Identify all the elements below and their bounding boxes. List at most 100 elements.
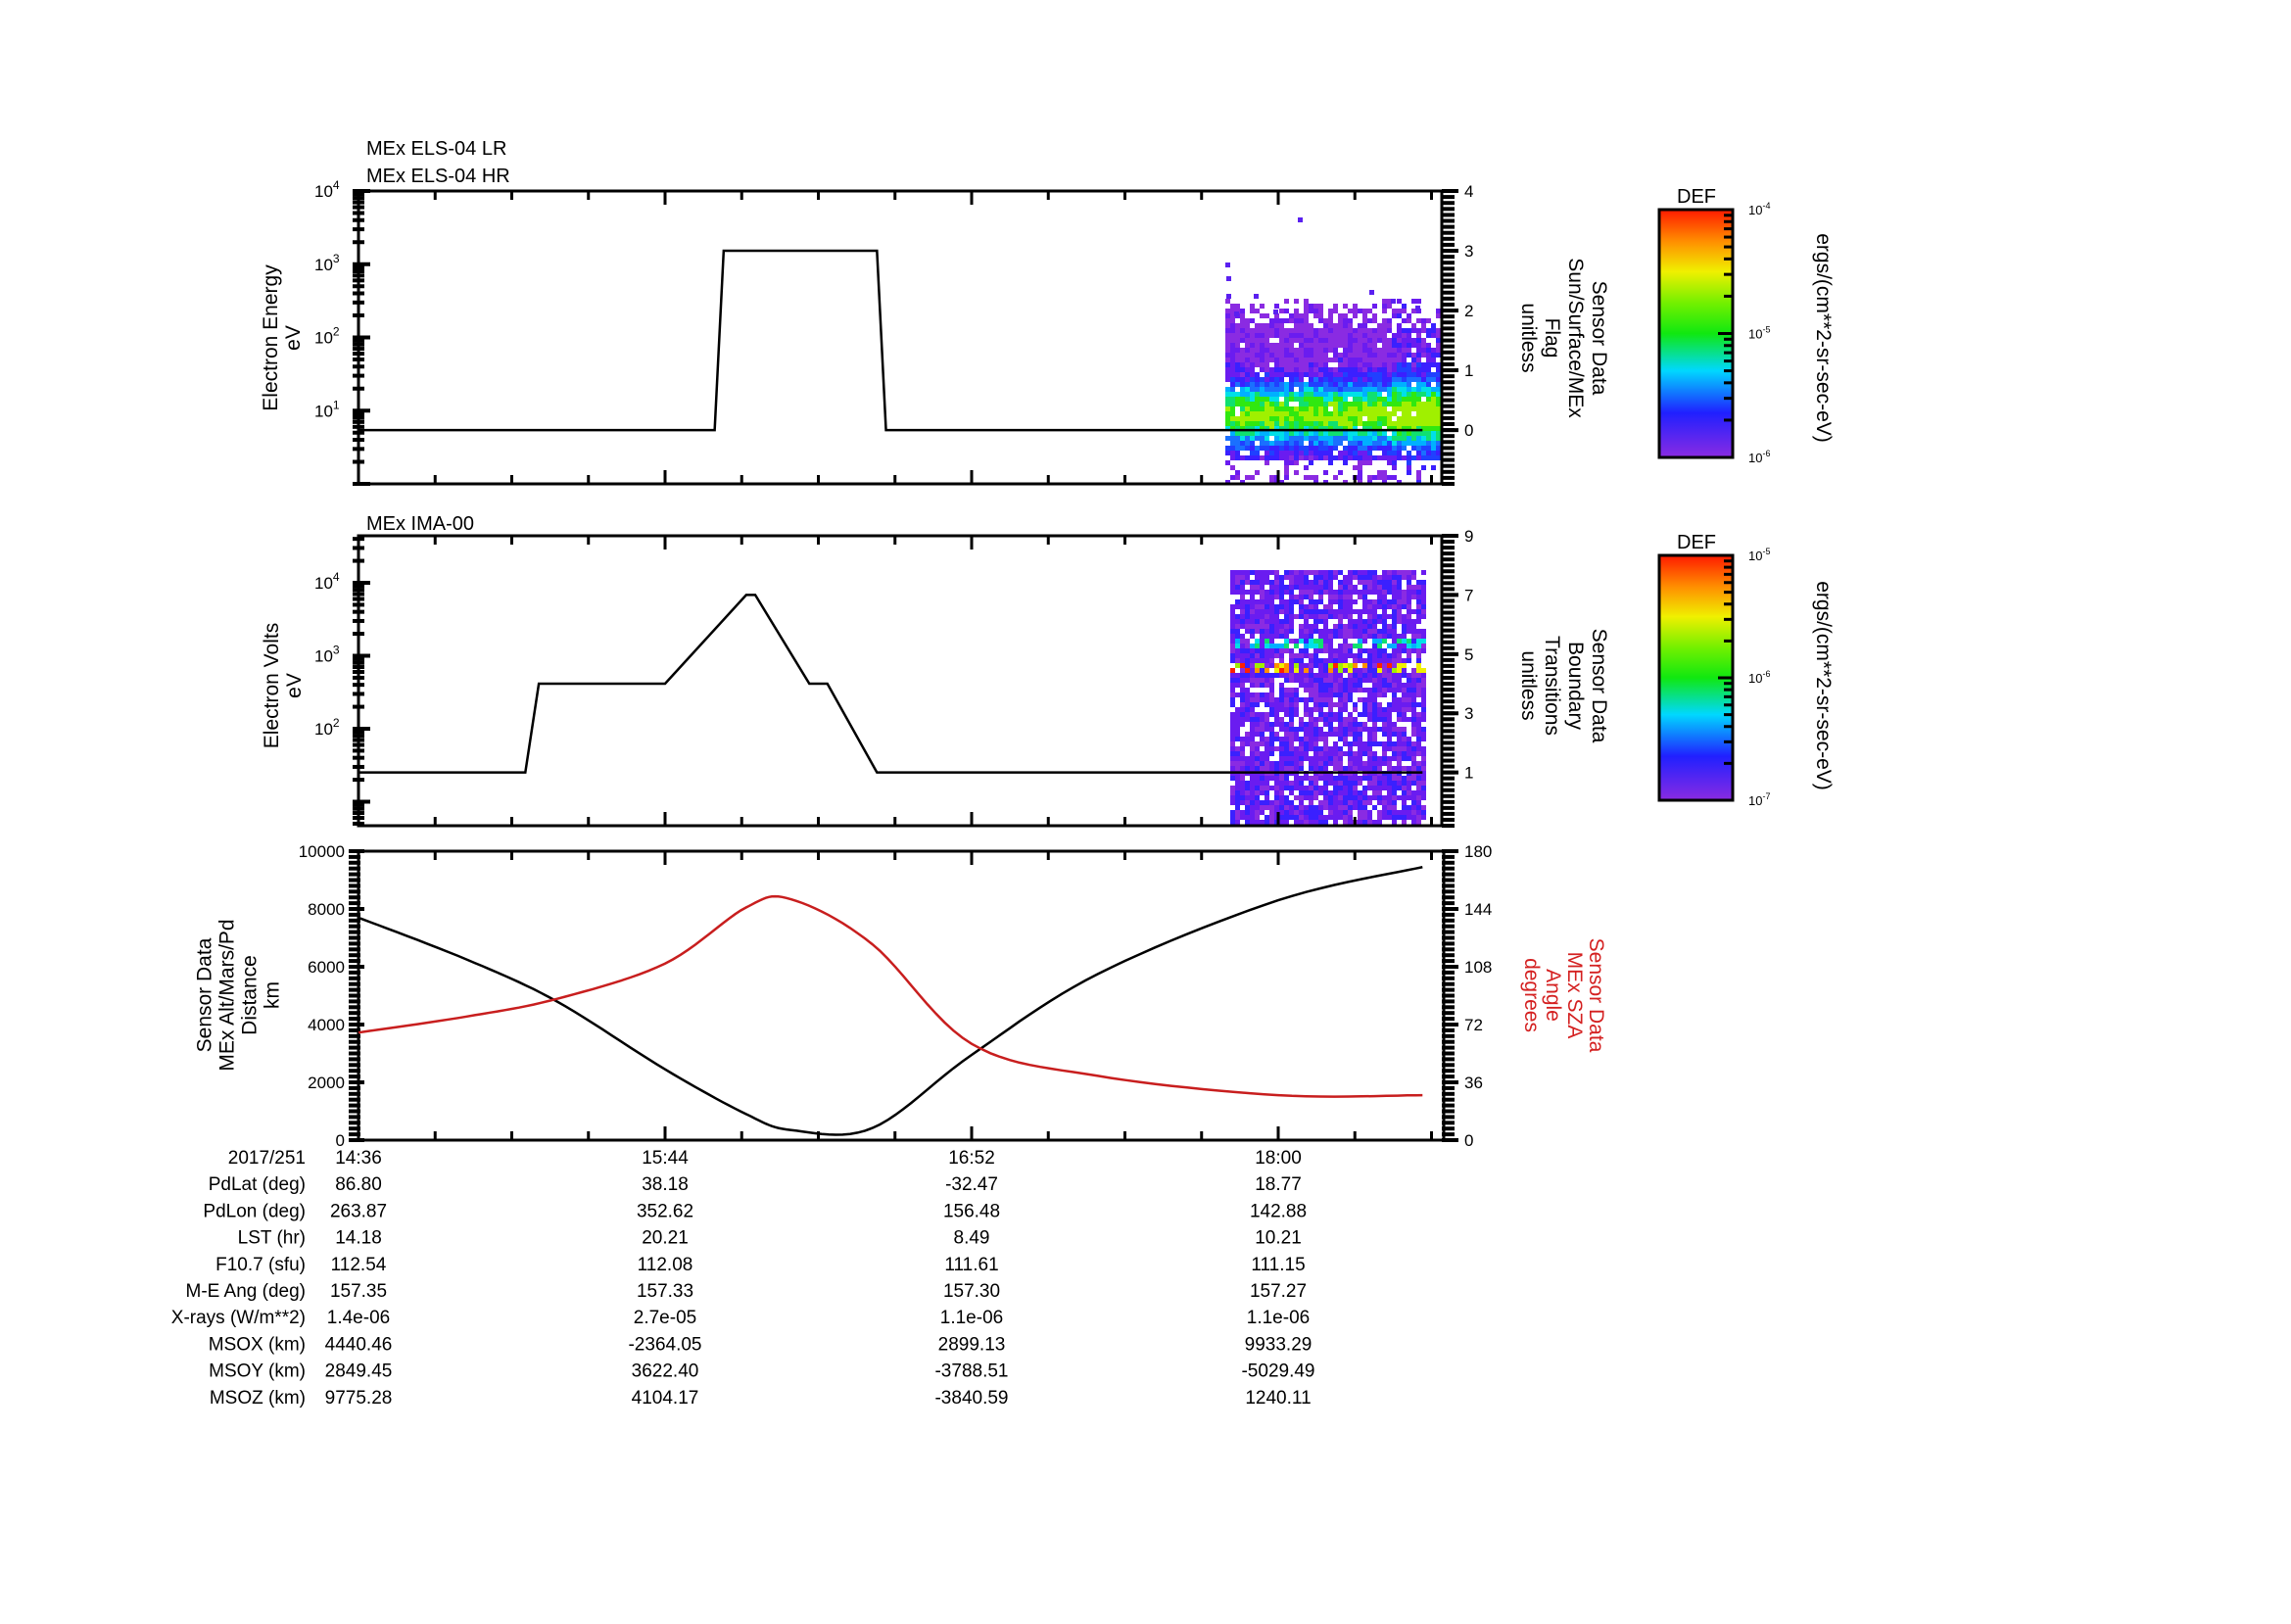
- ephemeris-cell: -2364.05: [628, 1334, 701, 1355]
- axis-label-line: Sensor Data: [194, 937, 216, 1052]
- ephemeris-cell: 18.77: [1255, 1174, 1302, 1195]
- els-flag-line: [358, 249, 1423, 432]
- ephemeris-cell: 1240.11: [1245, 1388, 1311, 1409]
- ephemeris-cell: 2899.13: [938, 1334, 1006, 1355]
- ephemeris-cell: 156.48: [943, 1201, 1000, 1221]
- axis-label-line: MEx Alt/Mars/Pd: [216, 919, 239, 1071]
- els-spectrogram: [1225, 217, 1441, 485]
- axis-label-line: Transitions: [1541, 636, 1563, 736]
- ima-colorbar: DEF 10-5 10-6 10-7 ergs/(cm**2-sr-sec-eV): [1657, 532, 1835, 808]
- ephemeris-cell: 1.1e-06: [940, 1308, 1003, 1328]
- ephemeris-cell: 112.54: [331, 1255, 387, 1275]
- time-tick-label: 14:36: [335, 1148, 382, 1169]
- ephemeris-row-label: F10.7 (sfu): [215, 1255, 306, 1275]
- y2-tick-label: 36: [1464, 1074, 1483, 1092]
- axis-label-line: Sensor Data: [1588, 281, 1610, 396]
- ephemeris-cell: 4440.46: [325, 1334, 393, 1355]
- y-tick-label: 104: [314, 178, 340, 201]
- colorbar-tick-label: 10-7: [1748, 791, 1770, 808]
- ima-ylabel: Electron Volts: [261, 623, 283, 748]
- colorbar-title: DEF: [1677, 532, 1716, 553]
- y2-tick-label: 5: [1464, 645, 1473, 664]
- ephemeris-row-label: MSOX (km): [209, 1334, 306, 1355]
- axis-label-line: unitless: [1517, 650, 1540, 720]
- axis-label-line: Sensor Data: [1588, 629, 1610, 743]
- y-tick-label: 102: [314, 325, 340, 348]
- y2-tick-label: 1: [1464, 764, 1473, 783]
- panel-orbit: 0 2000 4000 6000 8000 10000 0 36 72 108 144 180 Sen…: [194, 842, 1608, 1150]
- y2-tick-label: 2: [1464, 302, 1473, 320]
- ephemeris-cell: 1.1e-06: [1247, 1308, 1310, 1328]
- y-tick-label: 103: [314, 252, 340, 274]
- panel-els: MEx ELS-04 LR MEx ELS-04 HR 101102103104…: [260, 138, 1610, 486]
- els-axis-ticks: 101 102 103 104 0 1 2 3 4: [314, 178, 1473, 486]
- y2-tick-label: 180: [1464, 842, 1492, 861]
- y-tick-label: 103: [314, 644, 340, 666]
- ephemeris-cell: 157.30: [943, 1281, 1000, 1302]
- ephemeris-cell: 9775.28: [325, 1388, 393, 1409]
- ima-boundary-line: [358, 594, 1423, 774]
- ephemeris-table: 2017/251 14:36 15:44 16:52 18:00 PdLat (deg) 8…: [171, 1148, 1315, 1409]
- sza-line: [358, 894, 1423, 1098]
- altitude-line: [358, 866, 1423, 1136]
- orbit-left-axis-label: Sensor Data MEx Alt/Mars/Pd Distance km: [194, 919, 284, 1071]
- y2-tick-label: 1: [1464, 361, 1473, 380]
- ephemeris-cell: 2849.45: [325, 1361, 393, 1382]
- els-yunit: eV: [282, 325, 305, 351]
- ephemeris-cell: 111.15: [1251, 1255, 1305, 1275]
- ephemeris-row-label: X-rays (W/m**2): [171, 1308, 306, 1328]
- y-tick-label: 6000: [308, 958, 345, 977]
- y-tick-label: 0: [336, 1131, 345, 1150]
- ephemeris-cell: 111.61: [944, 1255, 998, 1275]
- ephemeris-cell: 9933.29: [1245, 1334, 1313, 1355]
- ephemeris-cell: 20.21: [642, 1228, 689, 1249]
- colorbar-unit: ergs/(cm**2-sr-sec-eV): [1812, 233, 1835, 443]
- axis-label-line: Angle: [1542, 969, 1564, 1022]
- ephemeris-cell: 86.80: [335, 1174, 382, 1195]
- y2-tick-label: 7: [1464, 586, 1473, 604]
- ephemeris-row-label: M-E Ang (deg): [186, 1281, 307, 1302]
- y-tick-label: 8000: [308, 900, 345, 919]
- ephemeris-cell: -3840.59: [934, 1388, 1008, 1409]
- time-tick-label: 16:52: [948, 1148, 995, 1169]
- axis-label-line: MEx SZA: [1563, 952, 1586, 1039]
- axis-label-line: unitless: [1517, 303, 1540, 372]
- y-tick-label: 10000: [299, 842, 345, 861]
- ephemeris-cell: 112.08: [638, 1255, 693, 1275]
- colorbar-tick-label: 10-6: [1748, 449, 1770, 465]
- ima-yunit: eV: [283, 673, 306, 698]
- y-tick-label: 101: [314, 398, 340, 420]
- colorbar-tick-label: 10-5: [1748, 547, 1770, 563]
- y2-tick-label: 4: [1464, 182, 1473, 201]
- ephemeris-cell: 263.87: [330, 1201, 387, 1221]
- axis-label-line: km: [262, 981, 284, 1009]
- ephemeris-cell: 14.18: [335, 1228, 382, 1249]
- orbit-axis-ticks: 0 2000 4000 6000 8000 10000 0 36 72 108 144 180: [299, 842, 1493, 1150]
- y2-tick-label: 0: [1464, 421, 1473, 440]
- instrument-title-hr: MEx ELS-04 HR: [366, 166, 510, 187]
- orbit-plot-frame: [357, 849, 1446, 1142]
- y2-tick-label: 144: [1464, 900, 1492, 919]
- ephemeris-row-label: LST (hr): [238, 1228, 306, 1249]
- colorbar-tick-label: 10-4: [1748, 201, 1770, 217]
- colorbar-unit: ergs/(cm**2-sr-sec-eV): [1812, 581, 1835, 790]
- ephemeris-cell: -32.47: [945, 1174, 998, 1195]
- time-tick-label: 18:00: [1255, 1148, 1302, 1169]
- ephemeris-row-label: MSOY (km): [209, 1361, 306, 1382]
- y-tick-label: 2000: [308, 1074, 345, 1092]
- y2-tick-label: 9: [1464, 527, 1473, 546]
- ephemeris-cell: 157.35: [330, 1281, 387, 1302]
- y-tick-label: 4000: [308, 1016, 345, 1034]
- y-tick-label: 102: [314, 716, 340, 739]
- ephemeris-cell: 157.33: [637, 1281, 693, 1302]
- ephemeris-cell: -5029.49: [1241, 1361, 1314, 1382]
- ephemeris-cell: 10.21: [1255, 1228, 1302, 1249]
- axis-label-line: Sun/Surface/MEx: [1564, 258, 1587, 418]
- ephemeris-cell: 3622.40: [632, 1361, 699, 1382]
- instrument-title-lr: MEx ELS-04 LR: [366, 138, 506, 160]
- y-tick-label: 104: [314, 570, 340, 593]
- axis-label-line: degrees: [1520, 958, 1543, 1032]
- ephemeris-row-label: PdLat (deg): [209, 1174, 306, 1195]
